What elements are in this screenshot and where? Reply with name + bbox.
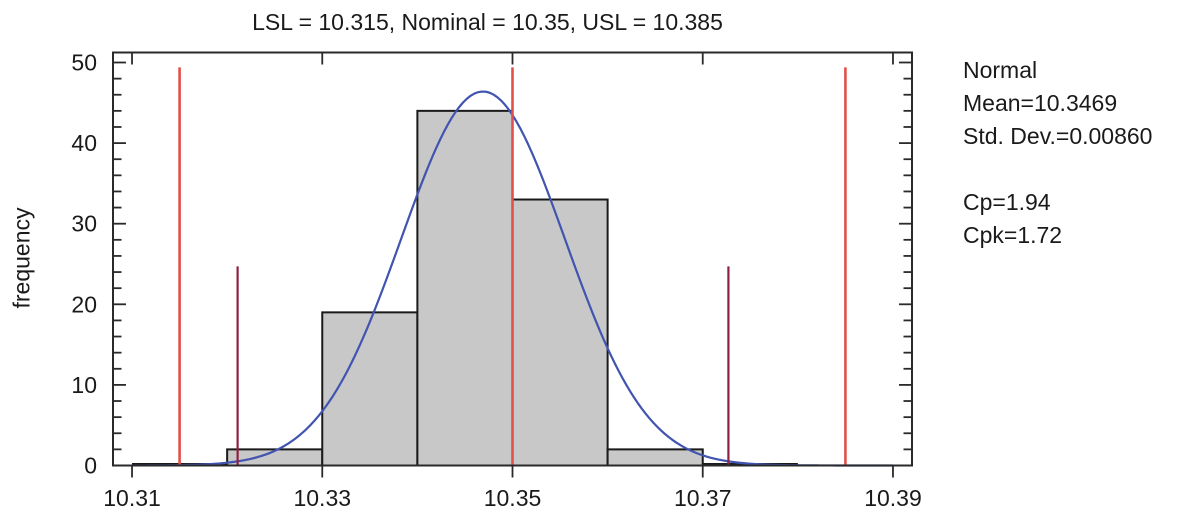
y-tick-label: 50 [71,50,97,76]
y-tick-label: 30 [71,211,97,237]
x-tick-label: 10.31 [103,485,161,511]
fit-stddev: Std. Dev.=0.00860 [963,123,1153,149]
x-tick-label: 10.35 [484,485,542,511]
y-tick-label: 40 [71,130,97,156]
histogram-bar-4 [511,198,609,467]
x-tick-label: 10.37 [674,485,732,511]
cp-value: Cp=1.94 [963,189,1051,215]
cpk-value: Cpk=1.72 [963,222,1063,248]
histogram-bar-3 [416,109,514,467]
stats-spacer [963,153,1152,186]
fit-mean: Mean=10.3469 [963,90,1118,116]
y-tick-label: 0 [84,453,97,479]
plot-border [112,51,913,467]
stats-panel: Normal Mean=10.3469 Std. Dev.=0.00860 Cp… [963,54,1152,252]
x-tick-label: 10.39 [864,485,922,511]
y-tick-label: 20 [71,291,97,317]
y-tick-label: 10 [71,372,97,398]
chart-title: LSL = 10.315, Nominal = 10.35, USL = 10.… [252,9,723,35]
x-tick-label: 10.33 [293,485,351,511]
fit-name: Normal [963,57,1038,83]
histogram-bar-5 [606,448,704,467]
